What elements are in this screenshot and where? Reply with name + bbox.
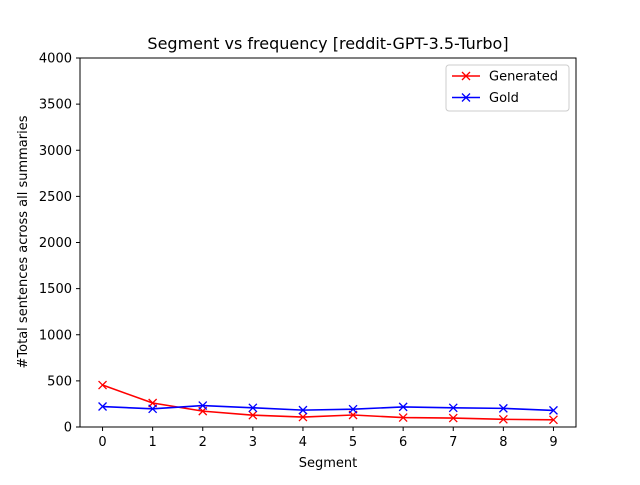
x-tick-label: 0 bbox=[98, 435, 106, 450]
chart-title: Segment vs frequency [reddit-GPT-3.5-Tur… bbox=[147, 34, 508, 53]
data-point-gold bbox=[398, 402, 408, 412]
data-point-generated bbox=[98, 380, 108, 390]
legend-marker-generated bbox=[461, 71, 471, 81]
data-point-gold bbox=[348, 404, 358, 414]
x-tick-label: 1 bbox=[149, 435, 157, 450]
x-tick-label: 9 bbox=[549, 435, 557, 450]
data-point-generated bbox=[248, 410, 258, 420]
x-axis-label: Segment bbox=[299, 456, 358, 471]
y-tick-label: 2000 bbox=[39, 236, 72, 251]
x-tick-label: 3 bbox=[249, 435, 257, 450]
legend-label-gold: Gold bbox=[489, 91, 519, 106]
data-point-gold bbox=[548, 405, 558, 415]
y-tick-label: 500 bbox=[47, 374, 72, 389]
data-point-generated bbox=[298, 412, 308, 422]
data-point-gold bbox=[248, 403, 258, 413]
x-tick-label: 5 bbox=[349, 435, 357, 450]
y-tick-label: 4000 bbox=[39, 52, 72, 67]
plot-frame bbox=[79, 57, 577, 428]
data-point-gold bbox=[448, 403, 458, 413]
series-line-gold bbox=[102, 404, 554, 412]
y-tick-label: 2500 bbox=[39, 190, 72, 205]
y-tick-label: 0 bbox=[64, 421, 72, 436]
y-tick-label: 3500 bbox=[39, 98, 72, 113]
x-tick-label: 4 bbox=[299, 435, 307, 450]
x-axis-ticks: 0 1 2 3 4 5 6 7 8 9 bbox=[98, 427, 558, 450]
series-layer bbox=[98, 380, 558, 425]
data-point-gold bbox=[148, 404, 158, 414]
data-point-generated bbox=[448, 413, 458, 423]
x-tick-label: 7 bbox=[449, 435, 457, 450]
y-axis-label: #Total sentences across all summaries bbox=[16, 115, 31, 368]
legend: Generated Gold bbox=[445, 64, 570, 112]
legend-label-generated: Generated bbox=[489, 70, 558, 85]
data-point-generated bbox=[548, 415, 558, 425]
data-point-generated bbox=[398, 413, 408, 423]
data-point-gold bbox=[98, 402, 108, 411]
x-tick-label: 2 bbox=[199, 435, 207, 450]
x-tick-label: 8 bbox=[499, 435, 507, 450]
y-tick-label: 1500 bbox=[39, 282, 72, 297]
x-tick-label: 6 bbox=[399, 435, 407, 450]
data-point-generated bbox=[498, 414, 508, 424]
data-point-gold bbox=[298, 405, 308, 415]
y-tick-label: 3000 bbox=[39, 144, 72, 159]
legend-marker-gold bbox=[461, 93, 471, 102]
data-point-gold bbox=[498, 403, 508, 413]
y-axis-ticks: 0 500 1000 1500 2000 2500 3000 3500 4000 bbox=[39, 52, 80, 436]
y-tick-label: 1000 bbox=[39, 328, 72, 343]
data-point-gold bbox=[198, 401, 208, 411]
